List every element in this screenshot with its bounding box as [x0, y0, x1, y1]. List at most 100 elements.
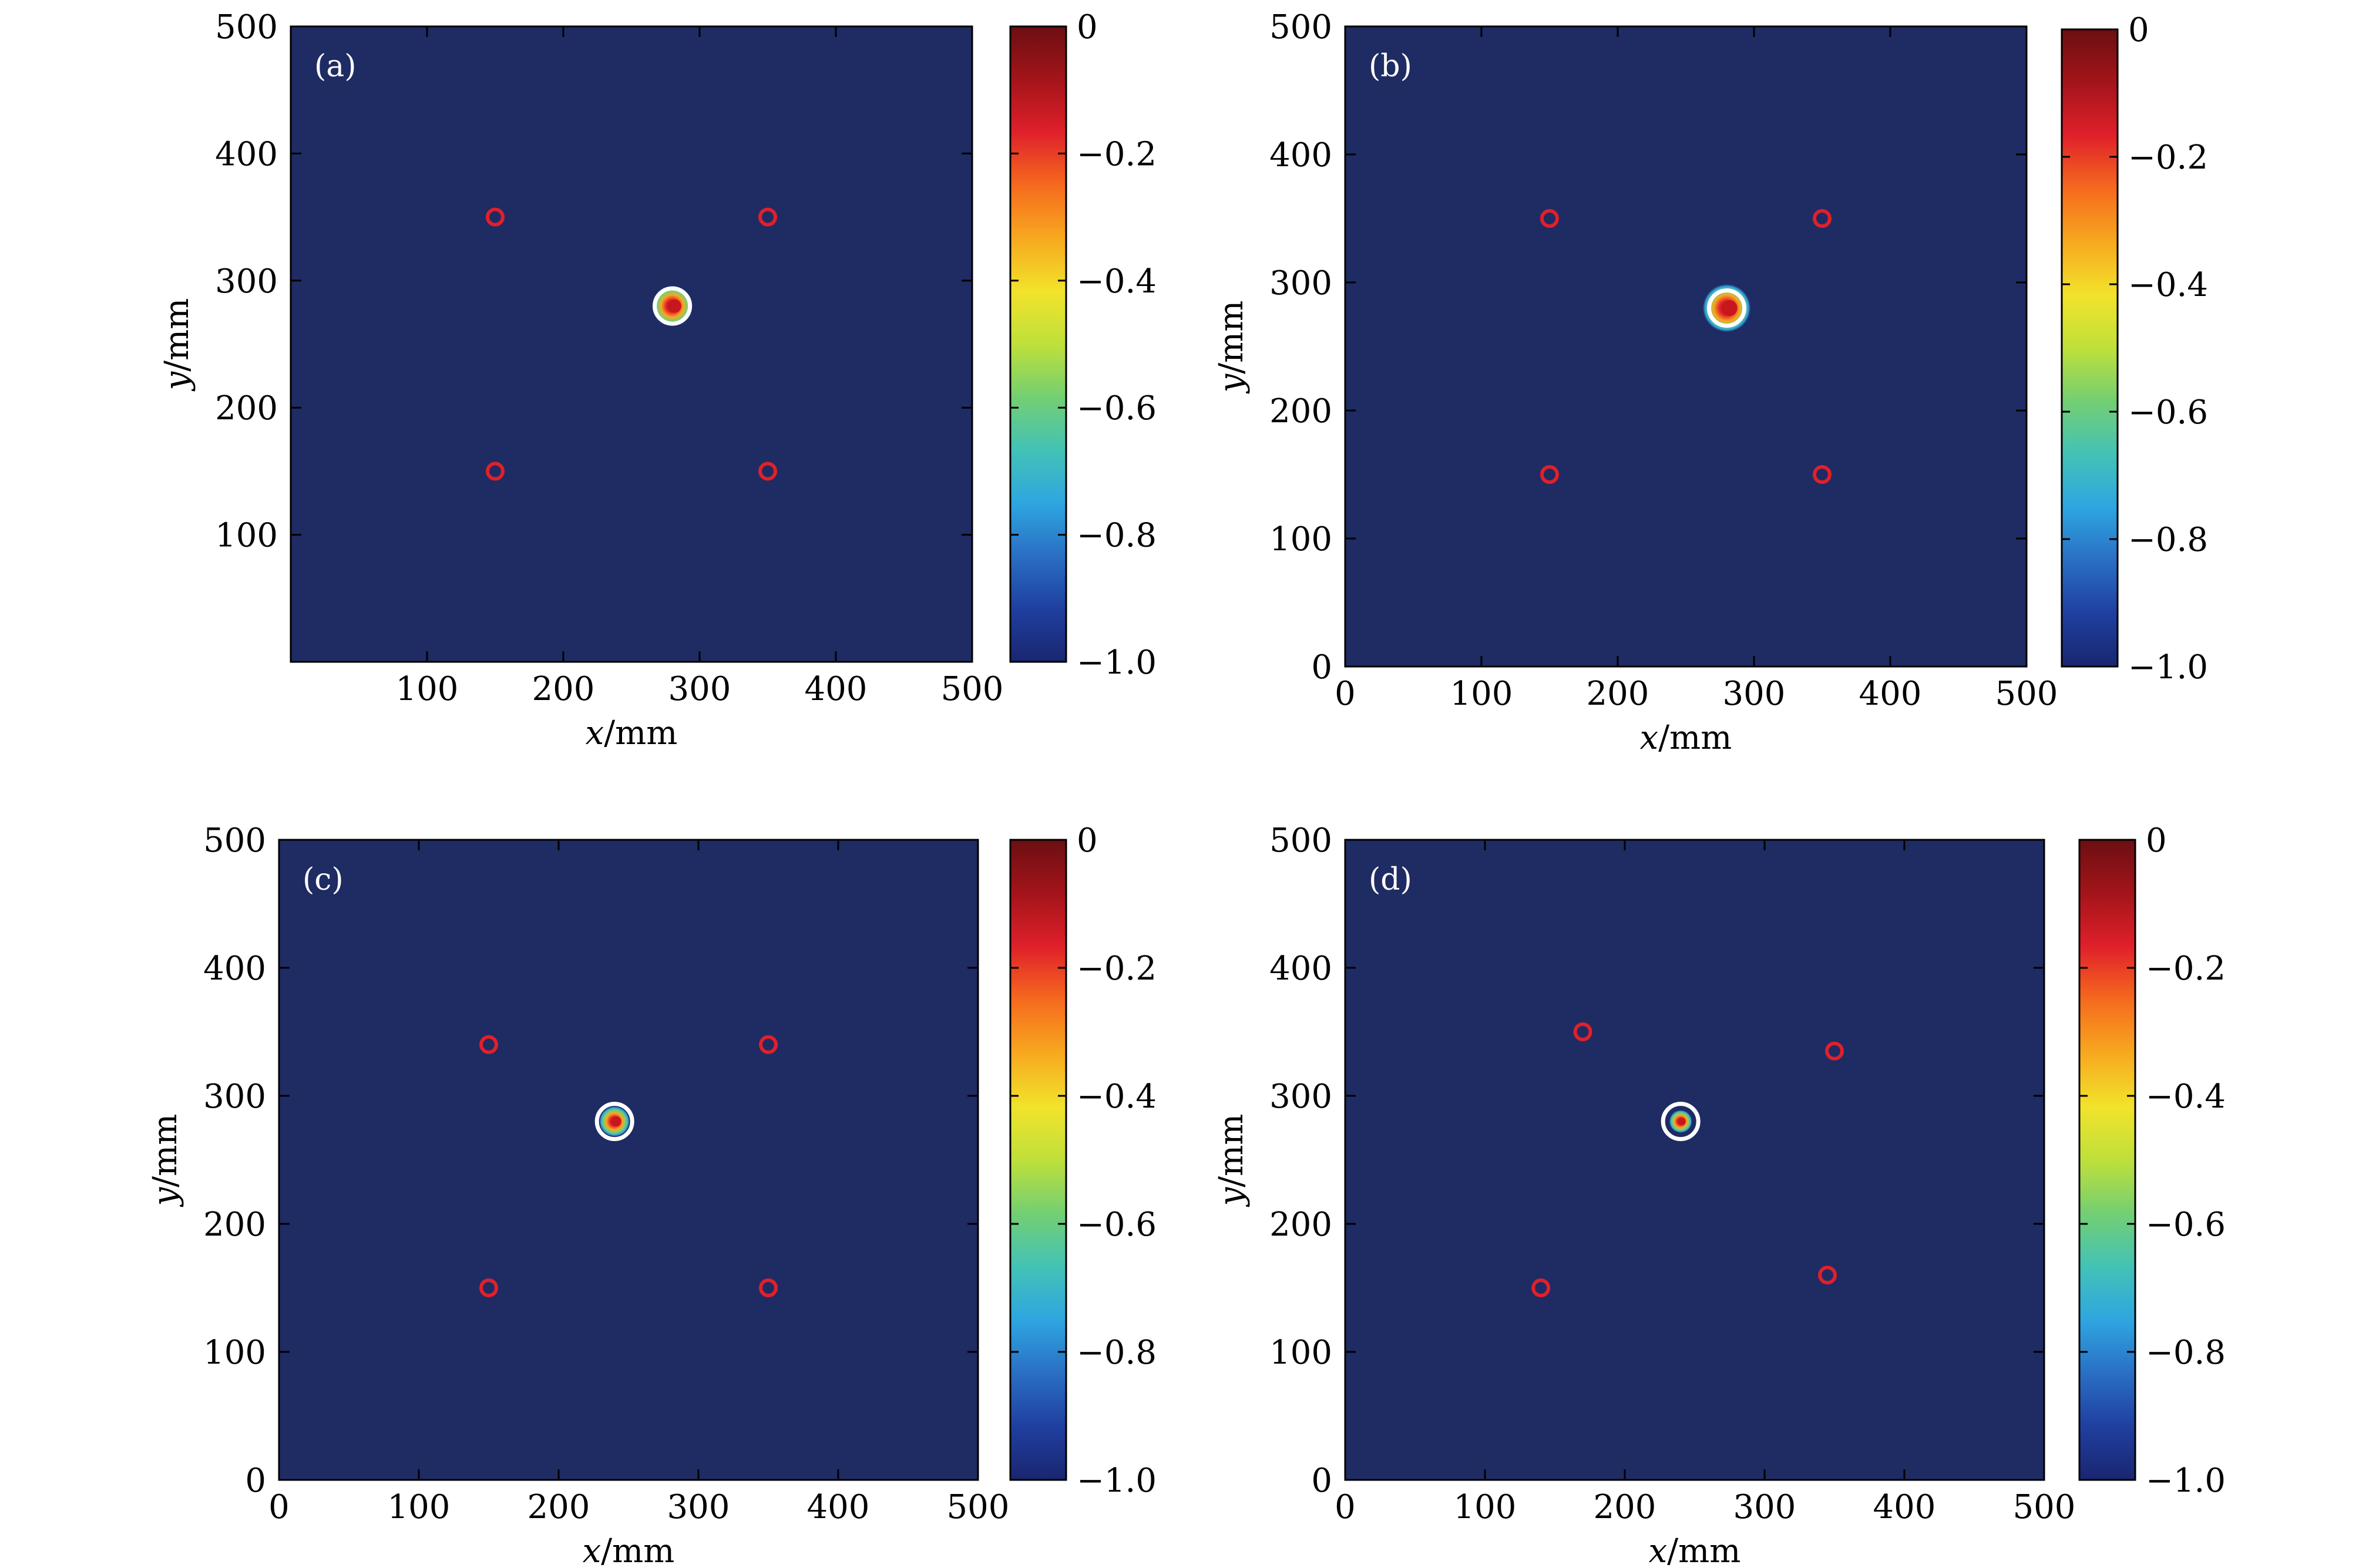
colorbar: 0 −0.2 −0.4 −0.6 −0.8 −1.0: [1009, 822, 1157, 1500]
x-tick-label: 0: [268, 1488, 290, 1526]
y-axis-var: y: [1212, 1186, 1251, 1207]
colorbar-tick-label: −0.8: [2128, 521, 2208, 559]
x-tick-label: 0: [1335, 1488, 1356, 1526]
x-tick-label: 100: [396, 670, 459, 708]
x-tick-label: 300: [1733, 1488, 1796, 1526]
colorbar-fill: [2078, 839, 2136, 1481]
colorbar-tick-label: −0.4: [2128, 266, 2208, 304]
plot-area: [1345, 26, 2027, 667]
x-tick-label: 200: [1594, 1488, 1656, 1526]
y-tick-label: 100: [203, 1334, 266, 1372]
y-tick-label: 500: [203, 822, 266, 860]
plot-area: [291, 26, 972, 662]
colorbar-fill: [1009, 25, 1067, 663]
panel-c: 0 100 200 300 400 5000100200300400500x/mmy/mm…: [146, 822, 1157, 1568]
y-axis-label: y/mm: [158, 298, 196, 392]
y-axis-var: y: [158, 371, 196, 392]
x-tick-label: 400: [1873, 1488, 1936, 1526]
colorbar-tick-label: −0.2: [2146, 950, 2226, 988]
y-axis-label: y/mm: [146, 1114, 184, 1208]
y-tick-label: 0: [1311, 1462, 1332, 1500]
colorbar-tick-label: −0.4: [2146, 1078, 2226, 1116]
plot-frame: [290, 25, 973, 663]
colorbar-tick-label: −0.6: [2128, 393, 2208, 432]
sensor-marker: [1825, 1041, 1844, 1061]
x-tick-label: 100: [388, 1488, 451, 1526]
plot-area: [1345, 840, 2044, 1480]
x-axis-label: x/mm: [1649, 1532, 1741, 1568]
x-axis-label: x/mm: [583, 1532, 675, 1568]
colorbar: 0 −0.2 −0.4 −0.6 −0.8 −1.0: [2078, 822, 2226, 1500]
y-tick-label: 0: [245, 1462, 266, 1500]
sensor-marker: [1540, 465, 1559, 484]
x-tick-label: 0: [1335, 675, 1356, 713]
y-tick-label: 300: [203, 1078, 266, 1116]
x-axis-unit: /mm: [604, 714, 677, 752]
sensor-marker: [479, 1278, 498, 1297]
colorbar-tick-label: 0: [2146, 822, 2167, 860]
plot-frame: [1344, 25, 2028, 668]
x-axis-unit: /mm: [1658, 719, 1732, 757]
colorbar-fill: [2061, 28, 2119, 668]
y-tick-label: 500: [1269, 822, 1332, 860]
target-ring: [594, 1102, 634, 1142]
sensor-marker: [759, 1278, 778, 1297]
plot-area: [279, 840, 978, 1480]
y-tick-label: 100: [1269, 1334, 1332, 1372]
x-tick-label: 400: [807, 1488, 870, 1526]
colorbar-tick-label: 0: [1077, 8, 1098, 46]
y-tick-label: 300: [1269, 1078, 1332, 1116]
y-axis-var: y: [1212, 373, 1251, 394]
sensor-marker: [758, 462, 777, 481]
sensor-marker: [759, 1035, 778, 1054]
y-tick-label: 500: [215, 8, 278, 46]
panel-label: (a): [314, 49, 357, 84]
panel-label: (b): [1369, 49, 1412, 84]
x-tick-label: 300: [668, 670, 731, 708]
sensor-marker: [1573, 1022, 1592, 1041]
x-axis-label: x/mm: [586, 714, 678, 752]
colorbar-fill: [1009, 839, 1067, 1481]
colorbar-tick-label: −0.8: [1077, 517, 1157, 555]
colorbar-tick-label: −0.4: [1077, 1078, 1157, 1116]
colorbar-tick-label: −0.4: [1077, 263, 1157, 301]
x-axis-unit: /mm: [601, 1532, 674, 1568]
x-tick-label: 400: [805, 670, 868, 708]
sensor-marker: [486, 207, 505, 227]
plot-frame: [1344, 839, 2045, 1481]
x-axis-var: x: [1640, 719, 1659, 757]
colorbar-tick-label: −0.2: [2128, 139, 2208, 177]
panel-label: (d): [1369, 862, 1412, 897]
y-tick-label: 0: [1311, 648, 1332, 687]
panel-d: 0 100 200 300 400 5000100200300400500x/mmy/mm…: [1212, 822, 2226, 1568]
hotspot-peak: [667, 299, 681, 313]
x-tick-label: 300: [1723, 675, 1786, 713]
colorbar-tick-label: −1.0: [1077, 1462, 1157, 1500]
colorbar-tick-label: −1.0: [1077, 644, 1157, 682]
sensor-marker: [758, 207, 777, 227]
y-tick-label: 200: [1269, 392, 1332, 430]
colorbar: 0 −0.2 −0.4 −0.6 −0.8 −1.0: [2061, 11, 2208, 687]
x-axis-unit: /mm: [1667, 1532, 1740, 1568]
colorbar-tick-label: −0.6: [1077, 389, 1157, 428]
plot-frame: [278, 839, 979, 1481]
y-tick-label: 400: [215, 135, 278, 173]
sensor-marker: [1531, 1278, 1551, 1297]
x-axis-var: x: [586, 714, 604, 752]
sensor-marker: [1818, 1266, 1837, 1285]
x-tick-label: 400: [1859, 675, 1922, 713]
x-tick-label: 200: [532, 670, 595, 708]
y-tick-label: 100: [215, 517, 278, 555]
hotspot-peak: [1721, 300, 1738, 317]
y-tick-label: 200: [1269, 1206, 1332, 1244]
y-axis-unit: /mm: [146, 1114, 184, 1187]
sensor-marker: [486, 462, 505, 481]
x-tick-label: 500: [947, 1488, 1010, 1526]
sensor-marker: [479, 1035, 498, 1054]
panel-label: (c): [303, 862, 344, 897]
y-axis-unit: /mm: [1212, 301, 1251, 374]
colorbar-tick-label: −0.6: [1077, 1206, 1157, 1244]
y-axis-var: y: [146, 1186, 184, 1207]
x-tick-label: 100: [1454, 1488, 1517, 1526]
